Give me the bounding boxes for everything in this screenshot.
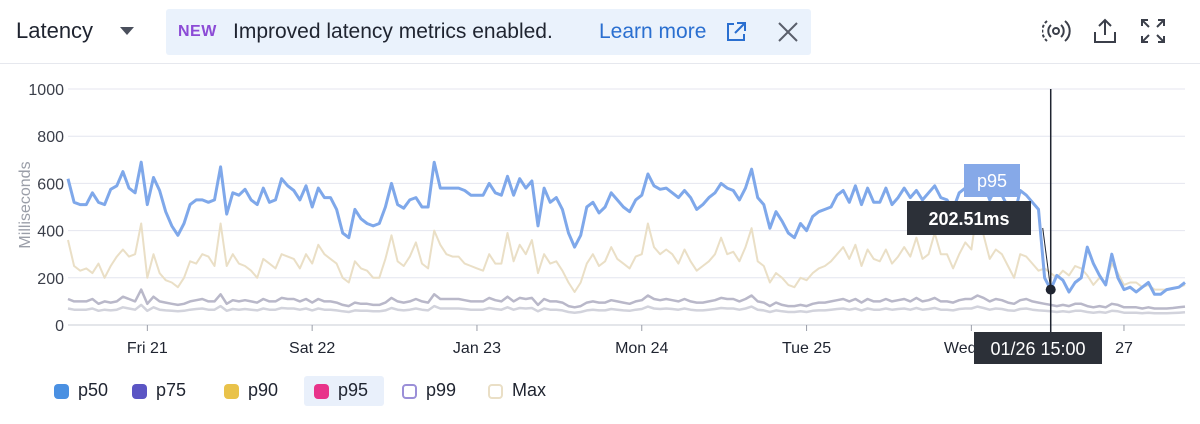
legend-swatch (314, 384, 329, 399)
series-line-p99 (67, 288, 1186, 310)
x-tick-label: Fri 21 (127, 340, 168, 357)
legend-item-p90[interactable]: p90 (214, 376, 290, 406)
hover-point (1045, 284, 1056, 295)
close-icon[interactable] (776, 20, 800, 44)
new-badge: NEW (178, 23, 217, 40)
external-link-icon[interactable] (724, 20, 748, 44)
chevron-down-icon[interactable] (120, 27, 134, 35)
legend-swatch (224, 384, 239, 399)
y-tick-label: 1000 (28, 82, 64, 99)
y-tick-label: 600 (37, 176, 64, 193)
x-tick-label: Sat 22 (289, 340, 335, 357)
legend-label: Max (512, 380, 547, 400)
y-tick-label: 200 (37, 271, 64, 288)
tooltip-pointer (1042, 227, 1052, 290)
tooltip-time-box (974, 332, 1102, 364)
series-line-p75 (67, 303, 1186, 315)
legend-item-p75[interactable]: p75 (122, 376, 198, 406)
x-tick-label: Mon 24 (615, 340, 668, 357)
x-tick-label: 27 (1115, 340, 1133, 357)
chart-legend: p50 p75 p90 p95 p99 Max (0, 372, 1200, 408)
legend-item-p95[interactable]: p95 (304, 376, 384, 406)
legend-label: p99 (426, 380, 457, 400)
feature-banner: NEW Improved latency metrics enabled. Le… (166, 9, 811, 55)
tooltip-time-label: 01/26 15:00 (990, 339, 1085, 359)
series-line-max (67, 206, 1186, 293)
legend-label: p75 (156, 380, 187, 400)
signal-icon[interactable] (1042, 16, 1072, 46)
learn-more-link[interactable]: Learn more (599, 20, 707, 43)
tooltip-series-label: p95 (977, 171, 1007, 191)
y-tick-label: 0 (55, 318, 64, 335)
banner-text: Improved latency metrics enabled. (233, 20, 553, 43)
legend-swatch (132, 384, 147, 399)
legend-label: p95 (338, 380, 369, 400)
latency-chart[interactable]: 0 200 400 600 800 1000 Milliseconds Fri 21 Sat 2… (0, 64, 1200, 372)
x-tick-label: Jan 23 (453, 340, 501, 357)
legend-item-p50[interactable]: p50 (44, 376, 108, 406)
legend-label: p90 (248, 380, 279, 400)
share-icon[interactable] (1090, 16, 1120, 46)
tooltip-value: 202.51ms (928, 209, 1009, 229)
y-axis-label: Milliseconds (17, 161, 34, 248)
legend-item-p99[interactable]: p99 (392, 376, 470, 406)
legend-swatch (54, 384, 69, 399)
panel-header: Latency NEW Improved latency metrics ena… (0, 0, 1200, 64)
legend-item-max[interactable]: Max (478, 376, 554, 406)
legend-label: p50 (78, 380, 109, 400)
panel-title: Latency (16, 18, 94, 43)
legend-swatch (488, 384, 503, 399)
tooltip-value-box (907, 201, 1031, 235)
y-tick-label: 400 (37, 224, 64, 241)
fullscreen-icon[interactable] (1138, 16, 1168, 46)
tooltip-series-chip (964, 164, 1020, 197)
legend-swatch (402, 384, 417, 399)
x-tick-label: Tue 25 (782, 340, 831, 357)
y-tick-label: 800 (37, 129, 64, 146)
